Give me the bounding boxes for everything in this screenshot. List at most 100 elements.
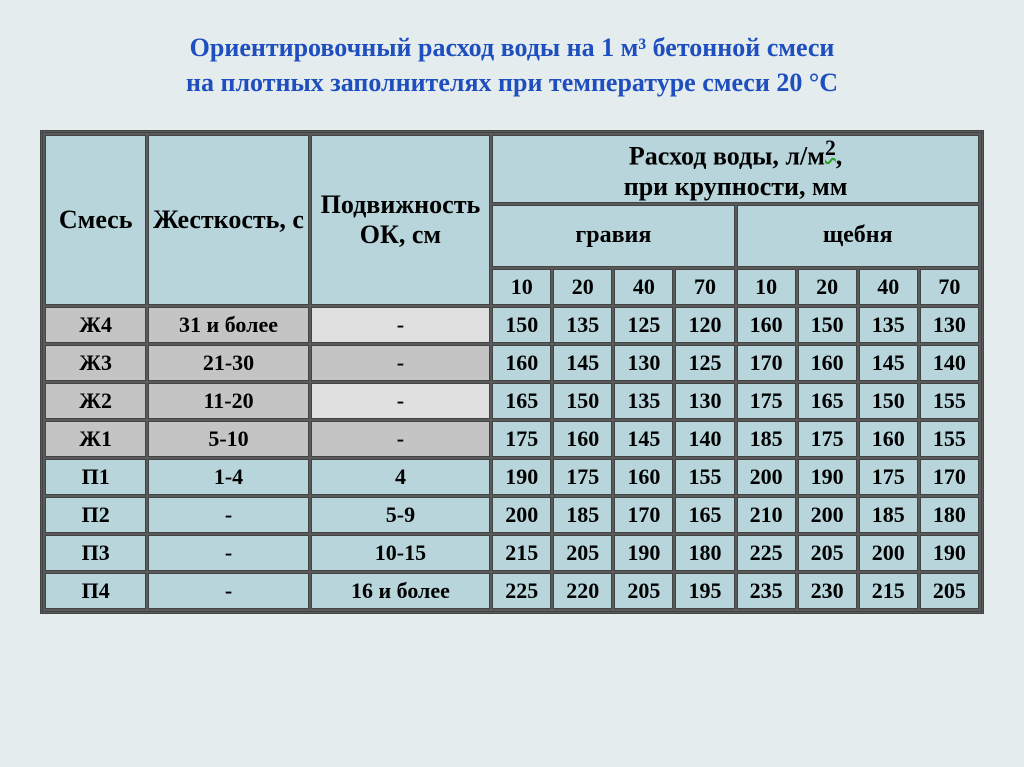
cell-value: 175 (553, 459, 612, 495)
cell-value: 210 (737, 497, 796, 533)
cell-value: 160 (492, 345, 551, 381)
cell-mobility: - (311, 307, 490, 343)
cell-value: 200 (492, 497, 551, 533)
size-cell: 70 (920, 269, 979, 305)
cell-value: 175 (859, 459, 918, 495)
cell-mix: Ж1 (45, 421, 146, 457)
cell-value: 205 (920, 573, 979, 609)
cell-mix: П4 (45, 573, 146, 609)
cell-hardness: - (148, 497, 308, 533)
table-row: Ж431 и более-150135125120160150135130 (45, 307, 979, 343)
cell-value: 190 (920, 535, 979, 571)
cell-value: 120 (675, 307, 734, 343)
cell-value: 165 (492, 383, 551, 419)
cell-value: 160 (859, 421, 918, 457)
cell-hardness: 31 и более (148, 307, 308, 343)
cell-value: 185 (737, 421, 796, 457)
cell-hardness: 5-10 (148, 421, 308, 457)
cell-value: 225 (737, 535, 796, 571)
cell-value: 190 (798, 459, 857, 495)
cell-value: 170 (920, 459, 979, 495)
cell-value: 160 (798, 345, 857, 381)
cell-value: 160 (553, 421, 612, 457)
title-line-1: Ориентировочный расход воды на 1 м³ бето… (190, 33, 835, 62)
cell-mix: П3 (45, 535, 146, 571)
cell-mobility: - (311, 345, 490, 381)
cell-value: 190 (614, 535, 673, 571)
table-row: П11-44190175160155200190175170 (45, 459, 979, 495)
cell-value: 180 (675, 535, 734, 571)
table-row: Ж15-10-175160145140185175160155 (45, 421, 979, 457)
cell-value: 225 (492, 573, 551, 609)
col-mobility: Подвижность ОК, см (311, 135, 490, 305)
cell-value: 140 (920, 345, 979, 381)
size-cell: 40 (614, 269, 673, 305)
col-gravel: гравия (492, 205, 734, 267)
cell-mobility: 4 (311, 459, 490, 495)
table-row: П2-5-9200185170165210200185180 (45, 497, 979, 533)
cell-value: 125 (614, 307, 673, 343)
cell-value: 145 (859, 345, 918, 381)
cell-value: 170 (614, 497, 673, 533)
cell-mobility: - (311, 421, 490, 457)
col-mix: Смесь (45, 135, 146, 305)
cell-value: 140 (675, 421, 734, 457)
cell-value: 185 (553, 497, 612, 533)
water-consumption-table: Смесь Жесткость, с Подвижность ОК, см Ра… (40, 130, 984, 614)
cell-value: 195 (675, 573, 734, 609)
size-cell: 70 (675, 269, 734, 305)
cell-value: 135 (553, 307, 612, 343)
cell-value: 150 (859, 383, 918, 419)
col-hardness: Жесткость, с (148, 135, 308, 305)
cell-hardness: 21-30 (148, 345, 308, 381)
col-consumption-header: Расход воды, л/м2, при крупности, мм (492, 135, 979, 203)
cell-value: 170 (737, 345, 796, 381)
cell-mix: П1 (45, 459, 146, 495)
cell-value: 145 (614, 421, 673, 457)
cell-value: 145 (553, 345, 612, 381)
cell-value: 175 (492, 421, 551, 457)
cell-value: 130 (675, 383, 734, 419)
cell-value: 135 (614, 383, 673, 419)
cell-value: 130 (920, 307, 979, 343)
size-cell: 10 (737, 269, 796, 305)
col-crushed: щебня (737, 205, 979, 267)
cell-hardness: 1-4 (148, 459, 308, 495)
page-title: Ориентировочный расход воды на 1 м³ бето… (40, 30, 984, 100)
size-cell: 20 (798, 269, 857, 305)
size-cell: 20 (553, 269, 612, 305)
size-cell: 10 (492, 269, 551, 305)
table-row: П4-16 и более225220205195235230215205 (45, 573, 979, 609)
cell-value: 215 (492, 535, 551, 571)
table-row: Ж211-20-165150135130175165150155 (45, 383, 979, 419)
cell-mix: П2 (45, 497, 146, 533)
cell-hardness: - (148, 535, 308, 571)
cell-value: 230 (798, 573, 857, 609)
table-body: Ж431 и более-150135125120160150135130Ж32… (45, 307, 979, 609)
cell-value: 175 (798, 421, 857, 457)
cell-value: 135 (859, 307, 918, 343)
cell-mobility: - (311, 383, 490, 419)
cell-value: 200 (798, 497, 857, 533)
cell-value: 190 (492, 459, 551, 495)
cell-value: 160 (614, 459, 673, 495)
cell-mix: Ж2 (45, 383, 146, 419)
cell-value: 150 (798, 307, 857, 343)
cell-value: 155 (920, 421, 979, 457)
cell-value: 205 (798, 535, 857, 571)
cell-value: 125 (675, 345, 734, 381)
cell-value: 175 (737, 383, 796, 419)
cell-value: 130 (614, 345, 673, 381)
title-line-2: на плотных заполнителях при температуре … (186, 68, 838, 97)
cell-mobility: 5-9 (311, 497, 490, 533)
cell-value: 155 (920, 383, 979, 419)
cell-hardness: 11-20 (148, 383, 308, 419)
cell-value: 205 (614, 573, 673, 609)
table-row: Ж321-30-160145130125170160145140 (45, 345, 979, 381)
cell-value: 165 (675, 497, 734, 533)
cell-value: 185 (859, 497, 918, 533)
cell-value: 155 (675, 459, 734, 495)
cell-value: 220 (553, 573, 612, 609)
cell-value: 150 (553, 383, 612, 419)
cell-value: 235 (737, 573, 796, 609)
